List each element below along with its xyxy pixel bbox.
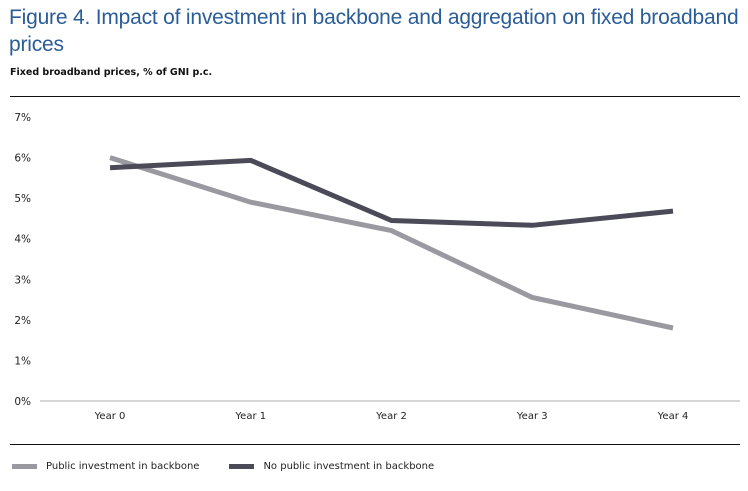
y-axis-title: Fixed broadband prices, % of GNI p.c.: [10, 67, 213, 78]
legend-item-no-public: No public investment in backbone: [229, 461, 434, 472]
y-tick-label: 1%: [14, 355, 31, 367]
bottom-rule: [10, 444, 740, 445]
figure-title: Figure 4. Impact of investment in backbo…: [9, 6, 739, 56]
series-group: [109, 155, 674, 331]
y-tick-label: 6%: [14, 153, 31, 165]
x-tick-label: Year 1: [234, 411, 266, 422]
top-rule: [10, 96, 740, 97]
legend-label-public: Public investment in backbone: [46, 461, 200, 472]
legend-label-no-public: No public investment in backbone: [263, 461, 435, 472]
x-tick-label: Year 2: [375, 411, 407, 422]
y-tick-label: 5%: [14, 193, 31, 205]
y-tick-label: 3%: [14, 274, 31, 286]
y-tick-label: 4%: [14, 234, 31, 246]
y-tick-label: 7%: [14, 112, 31, 124]
x-tick-label: Year 4: [657, 411, 689, 422]
x-axis-ticks: Year 0 Year 1 Year 2 Year 3 Year 4: [94, 411, 689, 422]
y-tick-label: 2%: [14, 315, 31, 327]
legend-swatch-no-public: [229, 464, 255, 469]
y-axis-ticks: 0% 1% 2% 3% 4% 5% 6% 7%: [14, 112, 31, 408]
legend-swatch-public: [12, 464, 37, 469]
series-line-no-public: [109, 157, 674, 228]
x-tick-label: Year 0: [94, 411, 126, 422]
x-tick-label: Year 3: [516, 411, 548, 422]
legend: Public investment in backbone No public …: [12, 461, 464, 472]
legend-item-public: Public investment in backbone: [12, 461, 199, 472]
series-line-public: [109, 155, 674, 331]
y-tick-label: 0%: [14, 396, 31, 408]
